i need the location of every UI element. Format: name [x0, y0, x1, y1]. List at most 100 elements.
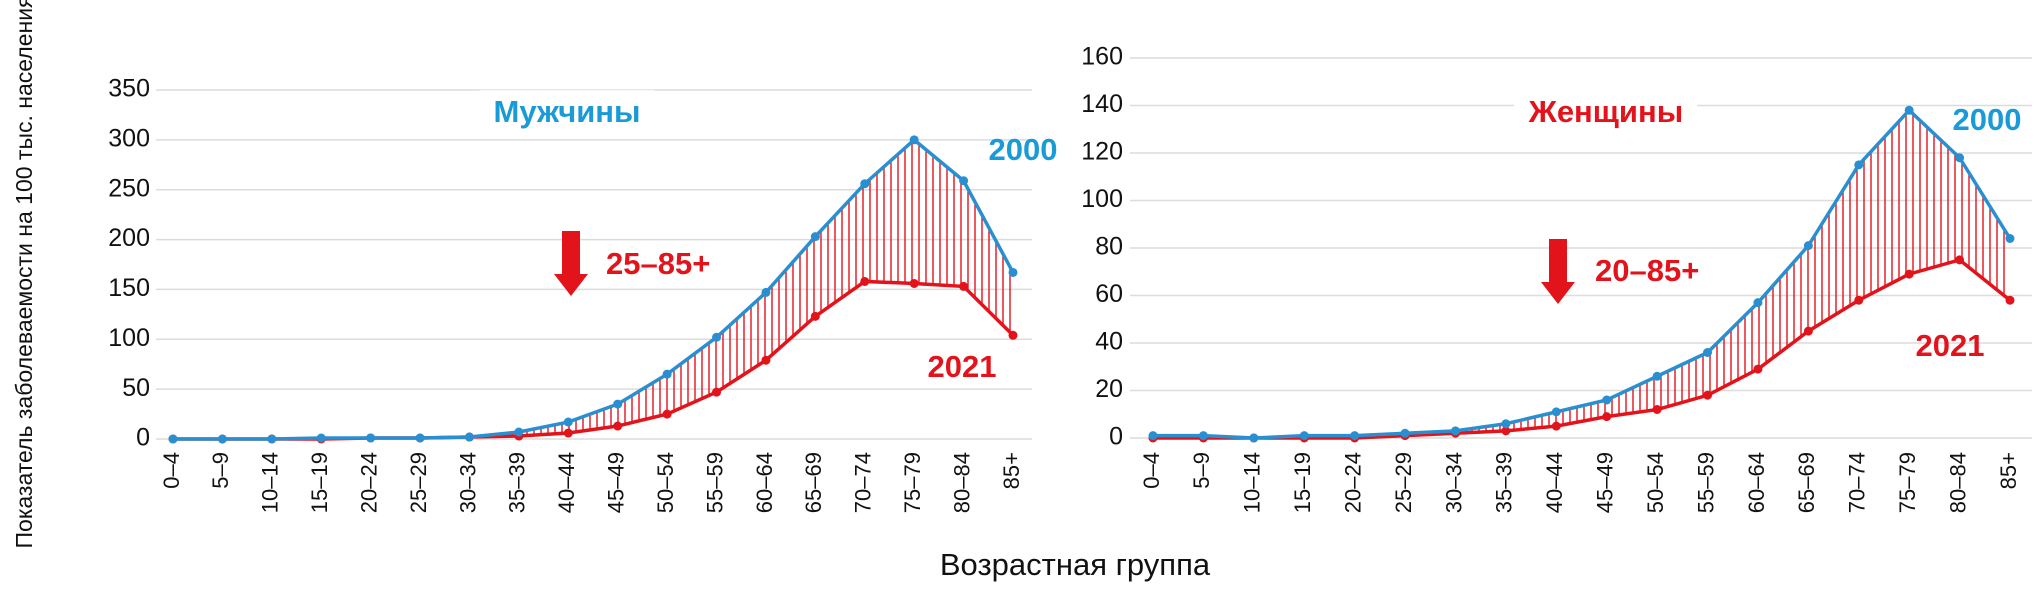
point — [1551, 421, 1561, 431]
x-tick-label: 80–84 — [949, 452, 974, 513]
x-tick-label: 0–4 — [159, 452, 184, 489]
x-tick-label: 10–14 — [1240, 452, 1265, 513]
series-line — [173, 137, 1015, 441]
series-label: 2021 — [1916, 328, 1985, 363]
point — [1551, 407, 1561, 417]
point — [860, 276, 870, 286]
x-tick-label: 75–79 — [1895, 452, 1920, 513]
point — [415, 433, 425, 443]
point — [1652, 405, 1662, 414]
y-tick-label: 60 — [1095, 280, 1123, 308]
x-tick-label: 35–39 — [505, 452, 530, 513]
y-axis-label: Показатель заболеваемости на 100 тыс. на… — [11, 0, 37, 549]
y-tick-label: 120 — [1081, 138, 1123, 166]
y-tick-label: 40 — [1095, 328, 1123, 356]
point — [2005, 295, 2015, 305]
point — [712, 387, 722, 397]
range-label: 20–85+ — [1595, 253, 1699, 288]
range-label: 25–85+ — [606, 246, 710, 281]
x-tick-label: 50–54 — [653, 452, 678, 513]
point — [168, 434, 178, 444]
y-tick-label: 250 — [108, 174, 150, 202]
point — [959, 176, 969, 186]
point — [1854, 160, 1864, 170]
point — [1602, 395, 1612, 405]
point — [1602, 412, 1612, 422]
point — [1299, 431, 1309, 441]
point — [959, 281, 969, 291]
x-tick-label: 15–19 — [1290, 452, 1315, 513]
x-tick-label: 30–34 — [1441, 452, 1466, 513]
point — [1008, 267, 1018, 277]
point — [563, 417, 573, 427]
point — [1501, 426, 1511, 436]
point — [860, 179, 870, 189]
point — [1703, 348, 1713, 357]
point — [662, 369, 672, 379]
x-tick-label: 40–44 — [554, 452, 579, 513]
x-tick-label: 20–24 — [1340, 452, 1365, 513]
x-tick-label: 5–9 — [208, 452, 233, 489]
panel-title: Мужчины — [494, 94, 641, 129]
point — [1450, 426, 1460, 436]
point — [613, 399, 623, 409]
x-tick-label: 85+ — [999, 452, 1024, 489]
point — [1904, 105, 1914, 115]
point — [1703, 390, 1713, 400]
y-tick-label: 50 — [122, 374, 150, 402]
y-tick-label: 20 — [1095, 375, 1123, 403]
x-tick-label: 55–59 — [702, 452, 727, 513]
y-tick-label: 100 — [1081, 185, 1123, 213]
x-tick-label: 65–69 — [801, 452, 826, 513]
point — [1803, 241, 1813, 251]
series-label: 2000 — [1953, 102, 2022, 137]
down-arrow — [554, 231, 588, 296]
y-tick-label: 150 — [108, 274, 150, 302]
point — [1198, 431, 1208, 441]
x-tick-label: 15–19 — [307, 452, 332, 513]
x-tick-label: 65–69 — [1794, 452, 1819, 513]
point — [2005, 234, 2015, 243]
x-tick-label: 25–29 — [1391, 452, 1416, 513]
x-tick-label: 35–39 — [1492, 452, 1517, 513]
point — [366, 433, 376, 443]
point — [464, 432, 474, 442]
point — [1400, 428, 1410, 438]
point — [712, 332, 722, 342]
difference-hatch — [1153, 110, 2010, 438]
difference-hatch — [173, 139, 1013, 439]
x-tick-label: 5–9 — [1189, 452, 1214, 489]
y-tick-label: 140 — [1081, 90, 1123, 118]
x-tick-label: 0–4 — [1139, 452, 1164, 489]
point — [1753, 298, 1763, 308]
point — [1904, 269, 1914, 279]
series-label: 2000 — [989, 132, 1058, 167]
x-tick-label: 40–44 — [1542, 452, 1567, 513]
point — [613, 421, 623, 431]
point — [1008, 330, 1018, 340]
y-tick-label: 0 — [1109, 423, 1123, 451]
point — [810, 311, 820, 321]
point — [909, 278, 919, 288]
x-tick-label: 70–74 — [1845, 452, 1870, 513]
point — [1652, 371, 1662, 381]
y-tick-label: 350 — [108, 75, 150, 103]
point — [1803, 326, 1813, 336]
point — [1955, 153, 1965, 163]
point — [1955, 255, 1965, 265]
x-tick-label: 50–54 — [1643, 452, 1668, 513]
point — [1249, 433, 1259, 443]
x-tick-label: 70–74 — [851, 452, 876, 513]
y-tick-label: 80 — [1095, 233, 1123, 261]
point — [1753, 364, 1763, 374]
series-line — [1153, 107, 2012, 440]
point — [217, 434, 227, 444]
series-label: 2021 — [928, 349, 997, 384]
point — [563, 428, 573, 438]
x-tick-label: 80–84 — [1945, 452, 1970, 513]
point — [1350, 431, 1360, 441]
point — [761, 355, 771, 365]
x-tick-label: 60–64 — [752, 452, 777, 513]
point — [761, 287, 771, 297]
y-tick-label: 0 — [136, 424, 150, 452]
